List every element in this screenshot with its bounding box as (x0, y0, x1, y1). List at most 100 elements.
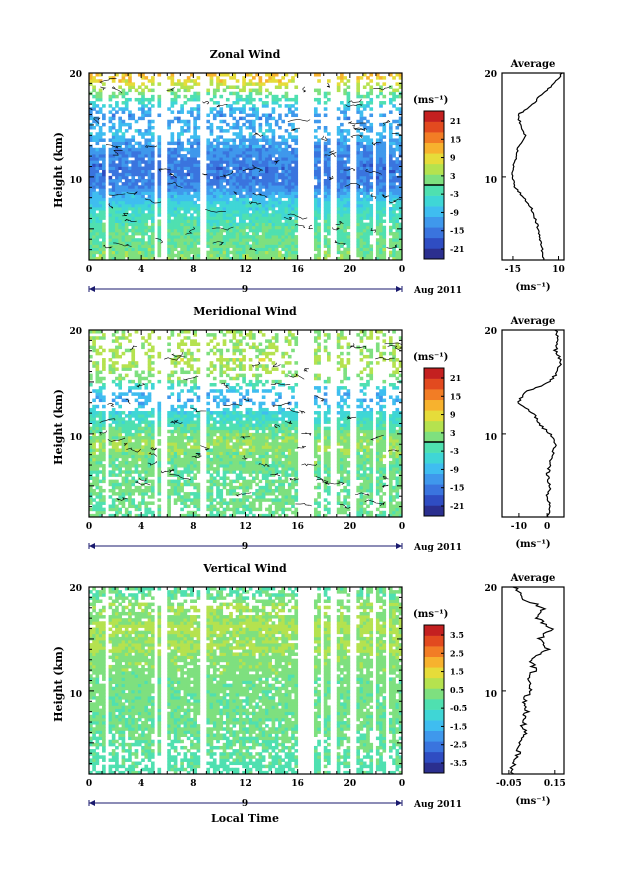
heatmap-cell (89, 241, 93, 245)
heatmap-cell (219, 213, 224, 217)
heatmap-cell (317, 203, 321, 208)
heatmap-cell (167, 213, 171, 217)
heatmap-cell (219, 250, 224, 255)
heatmap-cell (366, 250, 370, 255)
heatmap-cell (167, 386, 171, 390)
heatmap-cell (177, 498, 181, 502)
heatmap-cell (193, 182, 197, 186)
heatmap-cell (261, 185, 266, 189)
heatmap-cell (261, 228, 266, 233)
heatmap-cell (144, 510, 149, 515)
heatmap-cell (141, 426, 145, 431)
heatmap-cell (121, 250, 126, 255)
heatmap-cell (255, 203, 259, 208)
heatmap-cell (111, 467, 116, 471)
heatmap-cell (235, 122, 240, 127)
heatmap-cell (170, 358, 175, 362)
heatmap-cell (92, 420, 96, 424)
heatmap-cell (111, 244, 116, 248)
heatmap-cell (92, 348, 96, 353)
heatmap-cell (128, 213, 132, 217)
heatmap-cell (271, 163, 276, 167)
heatmap-cell (177, 345, 181, 350)
heatmap-cell (369, 207, 374, 211)
heatmap-cell (108, 225, 113, 230)
heatmap-cell (278, 231, 282, 236)
heatmap-cell (278, 125, 282, 130)
heatmap-cell (118, 442, 122, 446)
heatmap-cell (278, 188, 282, 192)
heatmap-cell (212, 172, 217, 177)
heatmap-cell (216, 85, 220, 89)
heatmap-cell (356, 238, 361, 242)
heatmap-cell (124, 426, 129, 431)
heatmap-cell (124, 104, 129, 108)
heatmap-cell (186, 163, 191, 167)
heatmap-cell (219, 150, 224, 155)
heatmap-cell (206, 429, 211, 434)
heatmap-cell (92, 160, 96, 164)
heatmap-cell (294, 154, 299, 158)
heatmap-cell (144, 200, 149, 205)
heatmap-cell (121, 454, 126, 459)
contour-line (345, 104, 363, 108)
heatmap-cell (177, 135, 181, 139)
heatmap-cell (186, 467, 191, 471)
heatmap-cell (216, 160, 220, 164)
heatmap-cell (327, 219, 331, 223)
heatmap-cell (265, 191, 269, 195)
heatmap-cell (95, 513, 100, 517)
heatmap-cell (242, 88, 246, 93)
heatmap-cell (274, 141, 279, 146)
heatmap-cell (157, 510, 162, 515)
heatmap-cell (102, 213, 106, 217)
heatmap-cell (95, 435, 100, 440)
heatmap-cell (89, 238, 93, 242)
heatmap-cell (147, 154, 152, 158)
heatmap-cell (395, 238, 400, 242)
heatmap-cell (167, 157, 171, 161)
heatmap-cell (177, 250, 181, 255)
heatmap-cell (346, 91, 351, 96)
heatmap-cell (98, 507, 103, 512)
heatmap-cell (252, 253, 256, 258)
heatmap-cell (167, 141, 171, 146)
heatmap-cell (186, 420, 191, 424)
heatmap-cell (258, 225, 263, 230)
heatmap-cell (98, 175, 103, 180)
heatmap-cell (177, 79, 181, 83)
heatmap-cell (317, 213, 321, 217)
heatmap-cell (366, 247, 370, 252)
heatmap-cell (216, 228, 220, 233)
heatmap-cell (150, 244, 155, 248)
heatmap-cell (102, 457, 106, 462)
heatmap-cell (196, 247, 201, 252)
heatmap-cell (369, 247, 374, 252)
heatmap-cell (366, 178, 370, 183)
heatmap-cell (245, 185, 250, 189)
heatmap-cell (369, 138, 374, 142)
heatmap-cell (356, 135, 361, 139)
heatmap-cell (196, 203, 201, 208)
heatmap-cell (183, 411, 188, 415)
heatmap-cell (92, 492, 96, 496)
heatmap-cell (336, 82, 341, 86)
heatmap-cell (95, 157, 100, 161)
heatmap-cell (89, 373, 93, 378)
heatmap-cell (294, 135, 299, 139)
heatmap-cell (212, 241, 217, 245)
heatmap-cell (278, 144, 282, 149)
heatmap-cell (170, 442, 175, 446)
heatmap-cell (323, 225, 328, 230)
heatmap-cell (356, 119, 361, 124)
heatmap-cell (98, 464, 103, 468)
heatmap-cell (115, 492, 119, 496)
heatmap-cell (157, 241, 162, 245)
heatmap-cell (193, 141, 197, 146)
heatmap-cell (388, 85, 393, 89)
heatmap-cell (134, 386, 139, 390)
heatmap-cell (232, 191, 237, 195)
heatmap-cell (356, 185, 361, 189)
heatmap-cell (229, 231, 233, 236)
heatmap-cell (115, 213, 119, 217)
